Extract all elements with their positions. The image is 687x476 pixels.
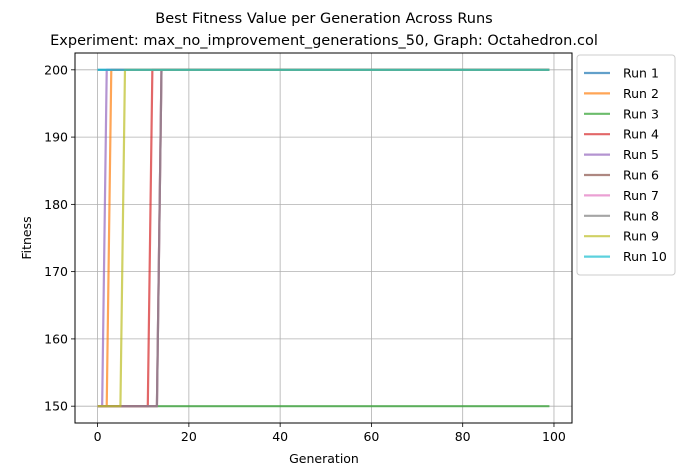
series-line-run-6	[97, 68, 550, 408]
x-tick-label: 60	[363, 429, 379, 444]
y-tick-label: 160	[44, 331, 68, 346]
y-tick-label: 180	[44, 197, 68, 212]
legend-label-run-4: Run 4	[623, 127, 659, 142]
legend-label-run-2: Run 2	[623, 86, 659, 101]
legend-label-run-5: Run 5	[623, 147, 659, 162]
legend-label-run-1: Run 1	[623, 66, 659, 81]
y-tick-label: 190	[44, 130, 68, 145]
axis-ticks: 0 20 40 60 80 100 150 160 170 180 190 200	[44, 62, 566, 444]
legend-frame	[576, 54, 676, 276]
series-line-run-2	[97, 68, 550, 408]
legend: Run 1 Run 2 Run 3 Run 4 Run 5 Run 6 Run 7 Run 8…	[576, 54, 676, 276]
legend-label-run-9: Run 9	[623, 229, 659, 244]
series-lines	[97, 68, 550, 408]
x-tick-label: 0	[94, 429, 102, 444]
y-tick-label: 170	[44, 264, 68, 279]
series-line-run-9	[97, 68, 550, 408]
chart-title: Best Fitness Value per Generation Across…	[155, 11, 492, 27]
series-line-run-4	[97, 68, 550, 408]
y-tick-label: 150	[44, 399, 68, 414]
x-axis-label: Generation	[289, 451, 359, 466]
series-line-run-5	[97, 68, 550, 408]
plot-frame	[74, 52, 573, 424]
series-line-run-7	[97, 68, 550, 408]
legend-label-run-10: Run 10	[623, 249, 667, 264]
x-tick-label: 80	[455, 429, 471, 444]
legend-label-run-7: Run 7	[623, 188, 659, 203]
chart-subtitle: Experiment: max_no_improvement_generatio…	[50, 33, 598, 49]
y-axis-label: Fitness	[19, 216, 34, 259]
y-tick-label: 200	[44, 62, 68, 77]
x-tick-label: 20	[181, 429, 197, 444]
x-tick-label: 100	[542, 429, 566, 444]
series-line-run-8	[97, 68, 550, 408]
legend-label-run-3: Run 3	[623, 106, 659, 121]
x-tick-label: 40	[272, 429, 288, 444]
legend-label-run-6: Run 6	[623, 168, 659, 183]
legend-label-run-8: Run 8	[623, 208, 659, 223]
